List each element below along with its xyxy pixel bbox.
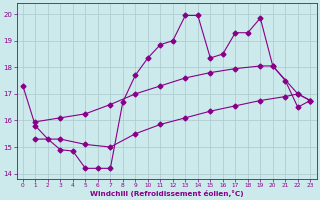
X-axis label: Windchill (Refroidissement éolien,°C): Windchill (Refroidissement éolien,°C) [90, 190, 244, 197]
